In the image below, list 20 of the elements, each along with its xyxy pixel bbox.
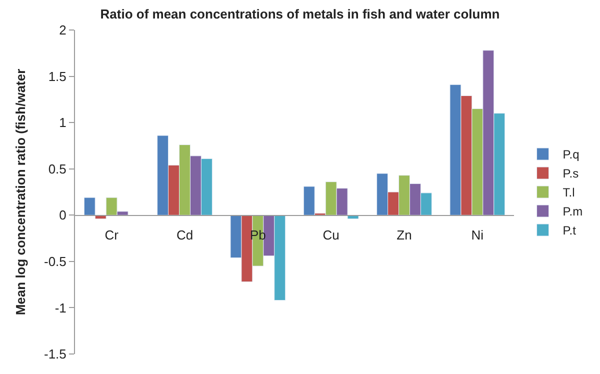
legend-label: P.m xyxy=(562,204,583,219)
legend-label: P.t xyxy=(562,224,577,238)
y-tick-label: 1 xyxy=(59,115,66,130)
x-tick-label: Ni xyxy=(471,228,484,243)
y-tick-label: -0.5 xyxy=(44,254,66,269)
y-tick-label: 2 xyxy=(59,22,66,38)
legend-label: P.s xyxy=(562,166,579,181)
chart-title: Ratio of mean concentrations of metals in fish and water column xyxy=(100,6,500,22)
y-tick-label: 1.5 xyxy=(48,68,66,84)
x-tick-label: Cd xyxy=(176,228,194,243)
legend-label: P.q xyxy=(562,148,580,162)
y-tick-label: 0 xyxy=(59,208,66,223)
y-tick-label: 0.5 xyxy=(48,161,66,176)
x-tick-label: Cu xyxy=(322,228,340,243)
y-tick-label: -1 xyxy=(54,300,66,316)
y-axis-title: Mean log concentration ratio (fish/water xyxy=(12,68,28,316)
x-tick-label: Zn xyxy=(396,228,412,243)
y-tick-label: -1.5 xyxy=(44,346,66,362)
x-tick-label: Cr xyxy=(104,228,120,243)
legend-label: T.l xyxy=(562,186,575,200)
